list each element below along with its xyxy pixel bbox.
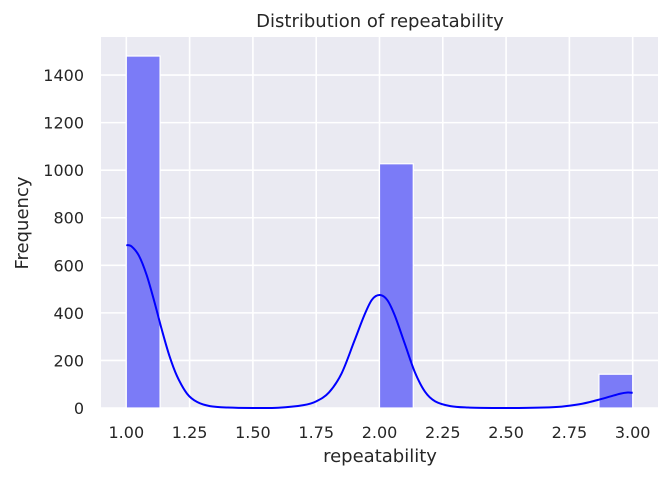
y-tick-label: 1200: [43, 114, 84, 133]
y-tick-label: 600: [53, 256, 84, 275]
x-tick-label: 2.00: [362, 423, 398, 442]
histogram-bar: [598, 373, 634, 409]
x-tick-label: 2.75: [552, 423, 588, 442]
x-tick-label: 1.25: [172, 423, 208, 442]
y-tick-label: 800: [53, 209, 84, 228]
kde-curve: [126, 244, 633, 410]
histogram-bar: [125, 55, 161, 409]
bars: [125, 55, 634, 409]
x-tick-label: 2.50: [488, 423, 524, 442]
y-tick-label: 1400: [43, 66, 84, 85]
y-tick-label: 200: [53, 351, 84, 370]
x-axis-label: repeatability: [323, 446, 437, 467]
y-tick-label: 0: [74, 399, 84, 418]
x-tick-label: 3.00: [615, 423, 651, 442]
y-tick-label: 400: [53, 304, 84, 323]
x-tick-label: 1.75: [298, 423, 334, 442]
x-tick-label: 2.25: [425, 423, 461, 442]
y-axis-label: Frequency: [12, 176, 33, 269]
y-tick-label: 1000: [43, 161, 84, 180]
chart-title: Distribution of repeatability: [256, 11, 504, 32]
x-tick-labels: 1.00 1.25 1.50 1.75 2.00 2.25 2.50 2.75 3.00: [109, 423, 651, 442]
histogram-bar: [378, 163, 414, 409]
x-tick-label: 1.00: [109, 423, 145, 442]
y-tick-labels: 0 200 400 600 800 1000 1200 1400: [43, 66, 84, 418]
x-tick-label: 1.50: [235, 423, 271, 442]
